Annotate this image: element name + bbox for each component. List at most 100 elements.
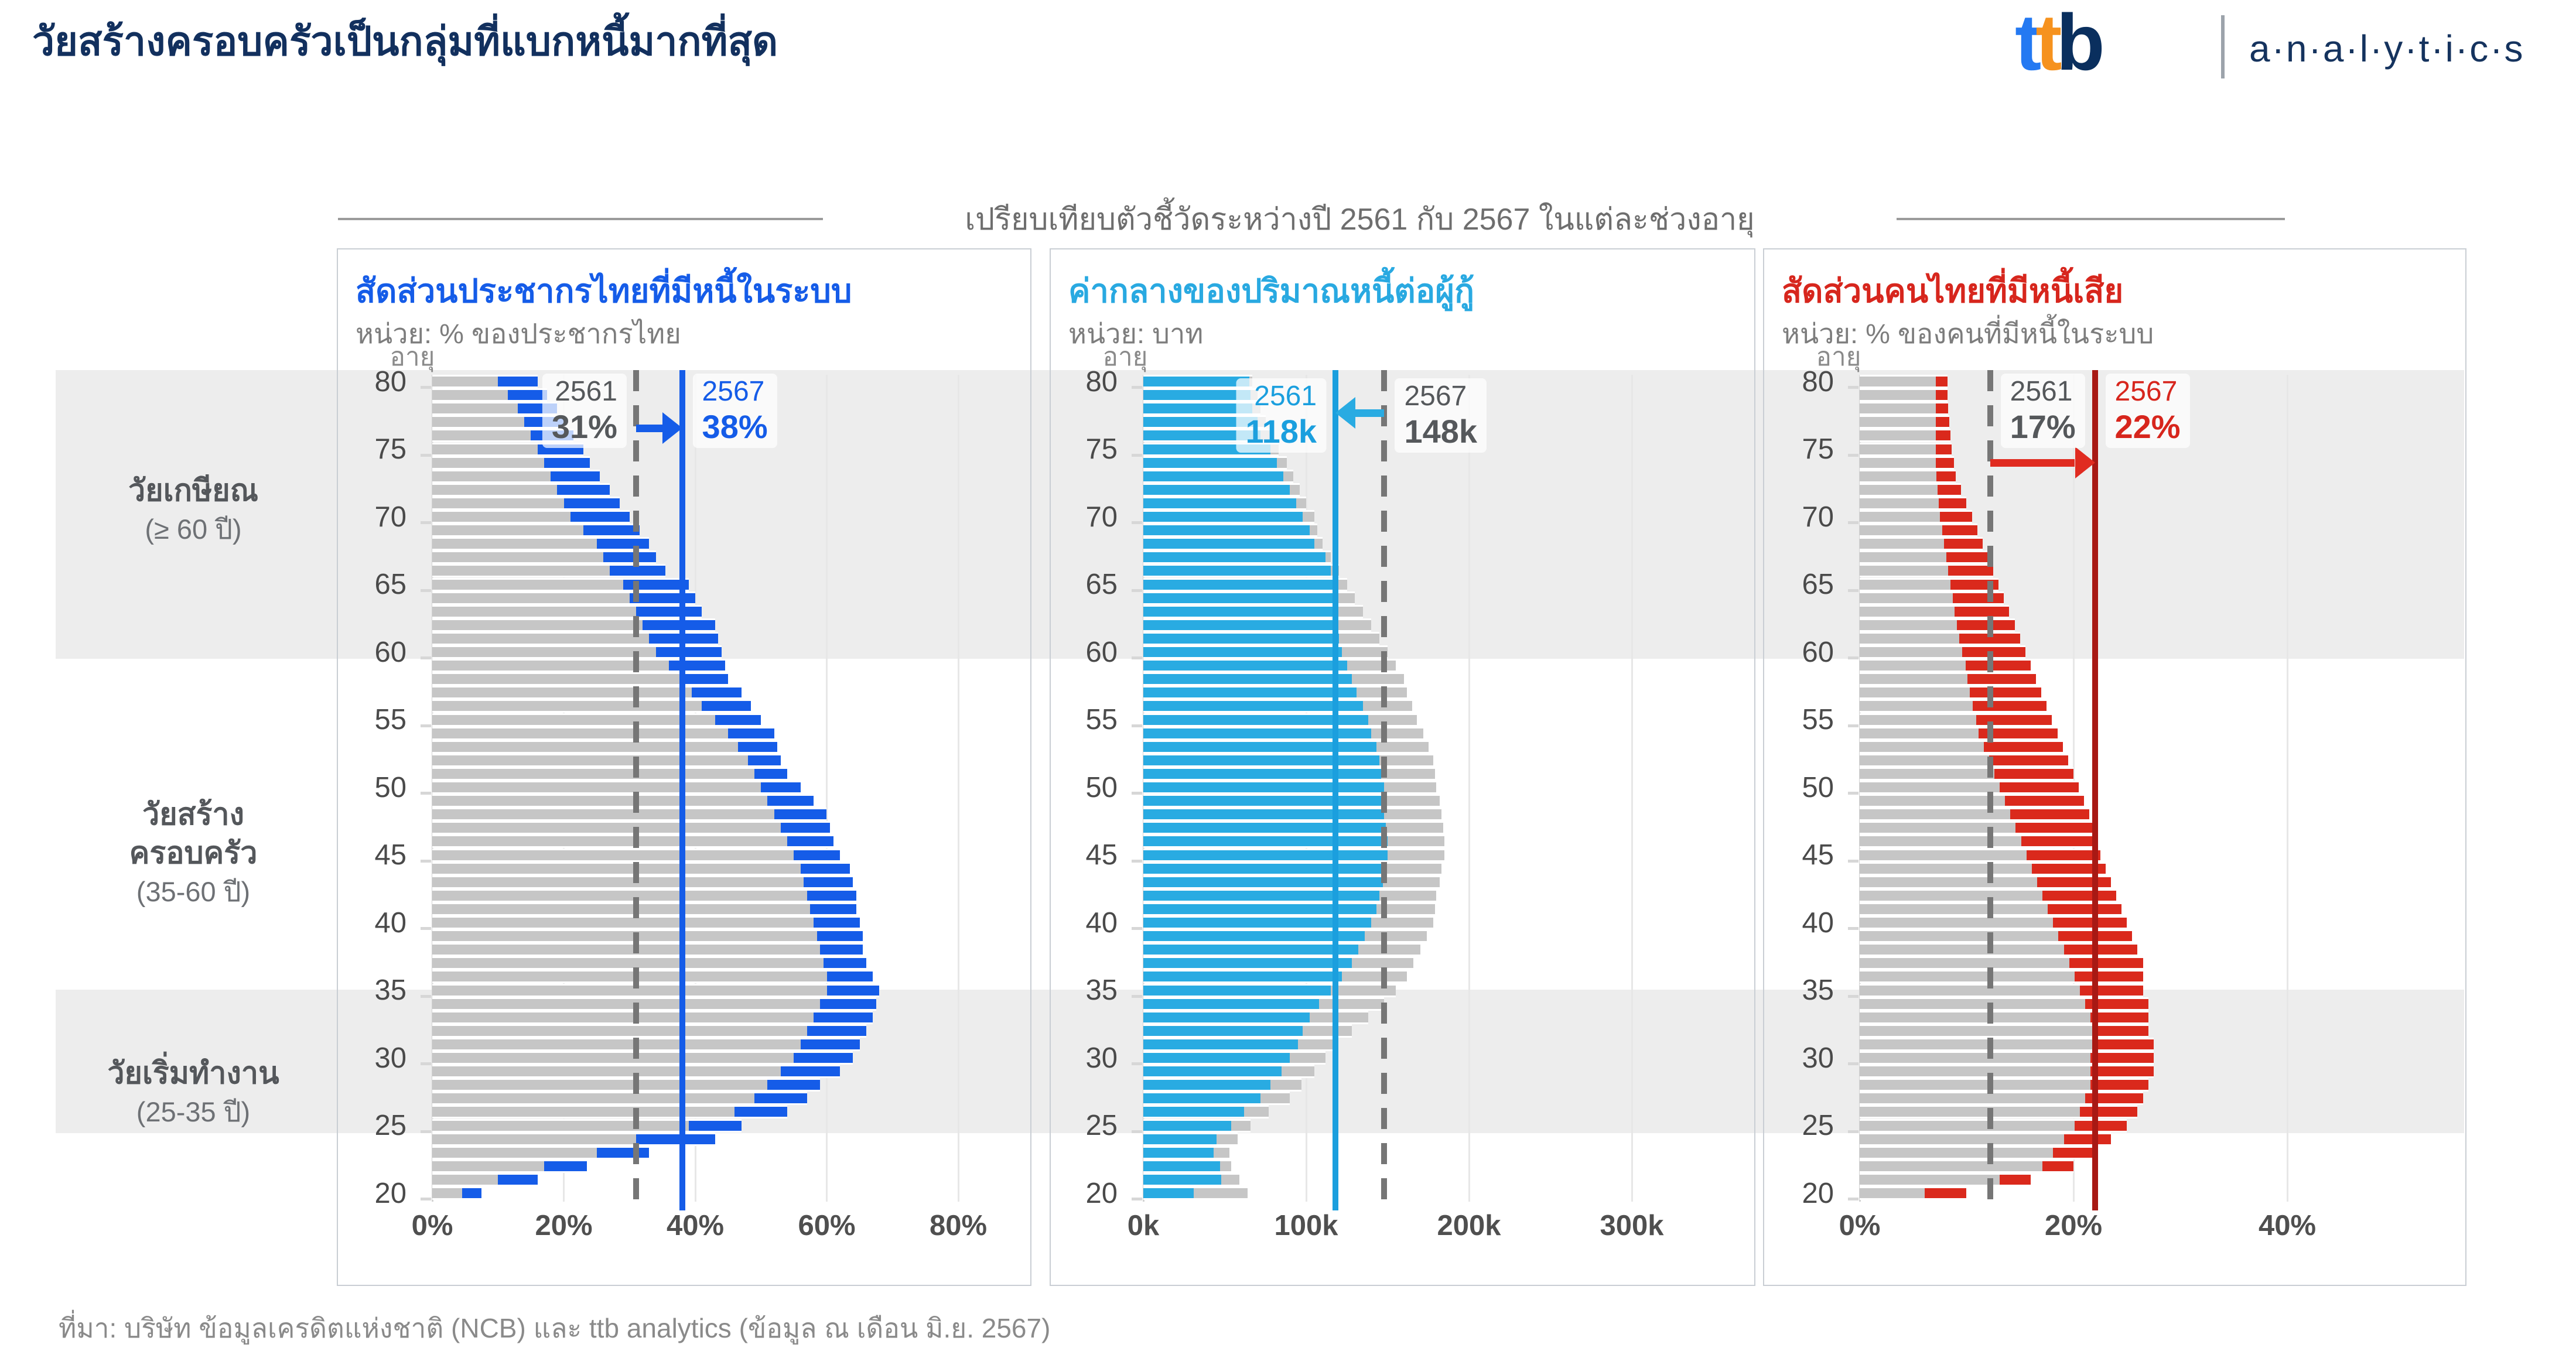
age-tick-label: 65 bbox=[374, 569, 406, 601]
bar-2561 bbox=[432, 699, 715, 713]
bar-2567 bbox=[761, 781, 801, 794]
bar-2561 bbox=[432, 618, 656, 632]
age-group-label-early-working: วัยเริ่มทำงาน (25-35 ปี) bbox=[56, 1054, 331, 1131]
bar-2561 bbox=[1143, 888, 1380, 902]
bar-2561 bbox=[1143, 550, 1326, 565]
bar-2561 bbox=[1143, 618, 1336, 632]
bar-2567 bbox=[794, 1051, 853, 1065]
bar-2561 bbox=[1143, 808, 1385, 822]
age-tick-mark bbox=[1132, 656, 1142, 660]
bar-2567 bbox=[2010, 808, 2090, 822]
bar-2561 bbox=[1143, 456, 1277, 470]
bar-2561 bbox=[1143, 469, 1284, 483]
bar-2567 bbox=[2090, 1051, 2154, 1065]
age-group-range: (25-35 ปี) bbox=[136, 1096, 251, 1127]
age-tick-mark bbox=[421, 453, 431, 457]
bar-2561 bbox=[1860, 645, 1972, 659]
ref-line-2567 bbox=[2092, 370, 2098, 1210]
age-tick-label: 45 bbox=[1085, 839, 1118, 871]
age-tick-label: 35 bbox=[1802, 974, 1834, 1007]
bar-2567 bbox=[826, 983, 880, 997]
bar-2567 bbox=[1973, 699, 2047, 713]
bar-2561 bbox=[1143, 916, 1372, 929]
bar-2567 bbox=[1935, 375, 1948, 388]
bar-2561 bbox=[1860, 781, 2010, 794]
ref-value-label: 38% bbox=[702, 408, 768, 445]
bar-2567 bbox=[1994, 767, 2073, 781]
bar-2561 bbox=[432, 577, 636, 591]
age-group-label-family: วัยสร้าง ครอบครัว (35-60 ปี) bbox=[56, 795, 331, 911]
age-tick-label: 55 bbox=[1802, 704, 1834, 736]
bar-2561 bbox=[1143, 821, 1386, 835]
bar-2561 bbox=[1143, 902, 1376, 916]
bar-2561 bbox=[1860, 726, 1988, 740]
bar-2561 bbox=[1860, 618, 1967, 632]
x-tick-label: 0% bbox=[1839, 1210, 1881, 1241]
bar-2561 bbox=[432, 686, 705, 700]
age-group-name: วัยสร้าง bbox=[142, 798, 244, 832]
bar-2567 bbox=[774, 808, 827, 822]
age-tick-label: 35 bbox=[1085, 974, 1118, 1007]
bar-2561 bbox=[432, 524, 597, 538]
bar-2567 bbox=[498, 1172, 538, 1186]
bar-2567 bbox=[1967, 672, 2037, 686]
x-tick-label: 20% bbox=[535, 1210, 593, 1241]
bar-2567 bbox=[498, 375, 538, 388]
x-tick-label: 60% bbox=[798, 1210, 856, 1241]
bar-2561 bbox=[1143, 483, 1290, 497]
bar-2561 bbox=[1143, 861, 1385, 875]
bar-2561 bbox=[1860, 550, 1956, 565]
ref-line-2567 bbox=[679, 370, 685, 1210]
bar-2561 bbox=[432, 997, 833, 1011]
bar-2561 bbox=[1143, 1037, 1299, 1051]
chart-title: สัดส่วนประชากรไทยที่มีหนี้ในระบบ bbox=[356, 272, 852, 309]
bar-2561 bbox=[432, 861, 814, 875]
bar-2561 bbox=[432, 483, 570, 497]
bar-2561 bbox=[1860, 415, 1945, 429]
age-tick-label: 20 bbox=[1085, 1177, 1118, 1209]
bar-2561 bbox=[1860, 997, 2095, 1011]
logo-ttb-text: ttb bbox=[2015, 0, 2105, 88]
age-tick-label: 30 bbox=[1802, 1042, 1834, 1074]
change-arrow bbox=[1355, 409, 1385, 417]
ref-line-2561 bbox=[1987, 370, 1993, 1210]
bar-2561 bbox=[1860, 888, 2052, 902]
age-tick-label: 40 bbox=[1085, 907, 1118, 939]
bar-2561 bbox=[432, 821, 794, 835]
bar-2567 bbox=[804, 875, 853, 889]
bar-2561 bbox=[1143, 388, 1251, 402]
bar-2561 bbox=[1143, 929, 1365, 943]
bar-2561 bbox=[1860, 686, 1980, 700]
bar-2561 bbox=[1860, 591, 1963, 605]
bar-2567 bbox=[715, 713, 761, 727]
bar-2561 bbox=[1860, 1186, 1935, 1200]
bar-2561 bbox=[1143, 1118, 1232, 1133]
bar-2567 bbox=[2096, 1024, 2148, 1038]
ref-line-2561 bbox=[1333, 370, 1339, 1210]
x-tick-label: 80% bbox=[929, 1210, 988, 1241]
bar-2561 bbox=[1860, 875, 2047, 889]
bar-2567 bbox=[2015, 821, 2095, 835]
bar-2567 bbox=[1938, 483, 1962, 497]
bar-2561 bbox=[1860, 929, 2068, 943]
age-tick-mark bbox=[1132, 1130, 1142, 1133]
bar-2561 bbox=[432, 1132, 650, 1146]
bar-2561 bbox=[1860, 767, 2004, 781]
age-tick-mark bbox=[1848, 589, 1858, 592]
bar-2561 bbox=[1143, 875, 1383, 889]
gridline bbox=[1631, 375, 1633, 1202]
bar-2567 bbox=[1939, 496, 1967, 510]
bar-2567 bbox=[2090, 1010, 2148, 1024]
age-tick-mark bbox=[421, 1198, 431, 1201]
bar-2567 bbox=[563, 496, 620, 510]
age-tick-label: 55 bbox=[1085, 704, 1118, 736]
age-tick-mark bbox=[1848, 859, 1858, 863]
age-tick-mark bbox=[1848, 927, 1858, 931]
age-tick-mark bbox=[421, 994, 431, 998]
logo-letter-t2: t bbox=[2035, 0, 2062, 87]
bar-2567 bbox=[814, 1010, 873, 1024]
logo-divider bbox=[2221, 15, 2225, 78]
bar-2567 bbox=[767, 1078, 821, 1092]
bar-2567 bbox=[2048, 902, 2122, 916]
bar-2561 bbox=[432, 672, 695, 686]
